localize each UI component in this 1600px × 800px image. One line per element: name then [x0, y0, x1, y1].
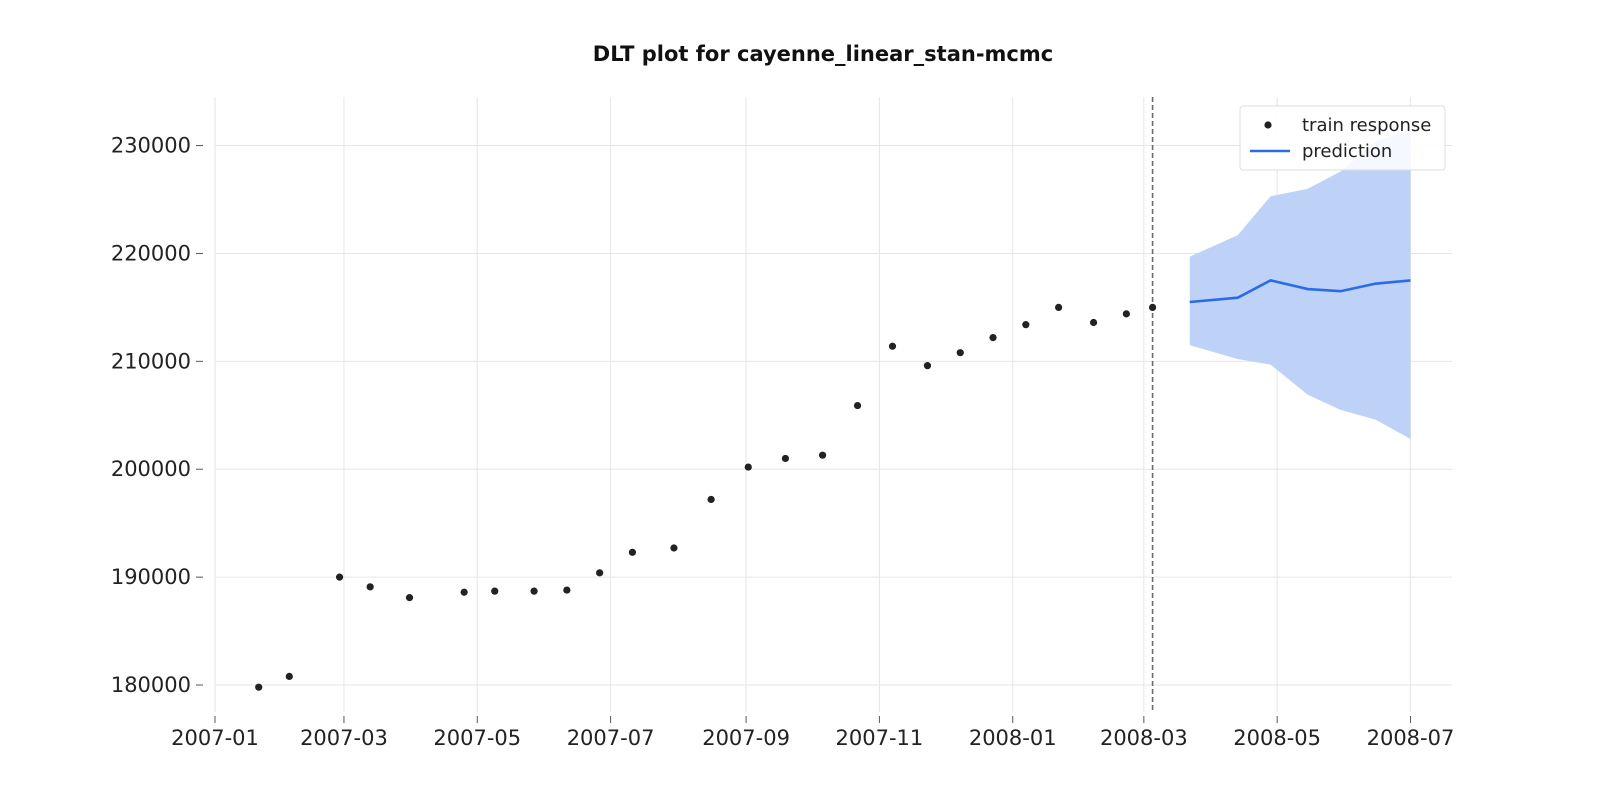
train-points [255, 303, 1157, 691]
y-tick-label: 200000 [111, 457, 191, 481]
train-response-point [781, 454, 790, 463]
train-response-point [491, 587, 499, 595]
train-response-point [366, 583, 374, 591]
chart-title: DLT plot for cayenne_linear_stan-mcmc [593, 42, 1053, 66]
x-tick-label: 2007-07 [567, 726, 655, 750]
x-tick-label: 2008-01 [969, 726, 1057, 750]
y-tick-label: 190000 [111, 565, 191, 589]
train-response-point [563, 586, 571, 594]
y-tick-label: 220000 [111, 241, 191, 265]
train-response-point [956, 349, 964, 357]
x-tick-label: 2007-05 [433, 726, 521, 750]
y-tick-label: 210000 [111, 349, 191, 373]
x-tick-label: 2007-11 [836, 726, 924, 750]
y-axis: 180000 190000 200000 210000 220000 230000 [111, 134, 203, 697]
train-response-point [255, 683, 263, 691]
train-response-point [335, 573, 344, 581]
legend-box [1239, 105, 1446, 171]
train-response-point [405, 594, 414, 602]
legend-label: prediction [1302, 141, 1392, 162]
train-response-point [853, 401, 862, 410]
x-tick-label: 2008-07 [1367, 726, 1455, 750]
train-response-point [596, 569, 604, 577]
train-response-point [1148, 303, 1157, 311]
y-tick-label: 180000 [111, 673, 191, 697]
x-tick-label: 2007-01 [171, 726, 259, 750]
x-tick-label: 2008-05 [1233, 726, 1321, 750]
train-response-point [1022, 321, 1030, 329]
x-tick-label: 2008-03 [1100, 726, 1188, 750]
train-response-point [670, 544, 678, 552]
legend-label: train response [1302, 115, 1431, 136]
train-response-point [628, 548, 637, 556]
train-response-point [818, 451, 827, 459]
prediction-line-group [1189, 279, 1411, 304]
train-response-point [460, 588, 468, 596]
train-response-point [1122, 310, 1130, 318]
train-response-point [1055, 303, 1063, 311]
x-tick-label: 2007-09 [702, 726, 790, 750]
prediction-line [1189, 279, 1411, 304]
y-tick-label: 230000 [111, 134, 191, 158]
x-tick-label: 2007-03 [300, 726, 388, 750]
train-response-point [707, 495, 715, 504]
train-response-point [989, 334, 997, 342]
prediction-interval-band [1189, 130, 1411, 440]
train-response-point [285, 672, 293, 680]
train-response-point [888, 342, 897, 350]
legend-dot-icon [1264, 121, 1272, 129]
train-response-point [744, 463, 752, 471]
legend: train response prediction [1239, 105, 1446, 171]
train-response-point [530, 587, 538, 595]
prediction-band-group [1189, 130, 1411, 440]
x-axis: 2007-01 2007-03 2007-05 2007-07 2007-09 2007-… [171, 716, 1454, 750]
train-response-point [923, 362, 932, 370]
train-response-point [1089, 318, 1098, 327]
